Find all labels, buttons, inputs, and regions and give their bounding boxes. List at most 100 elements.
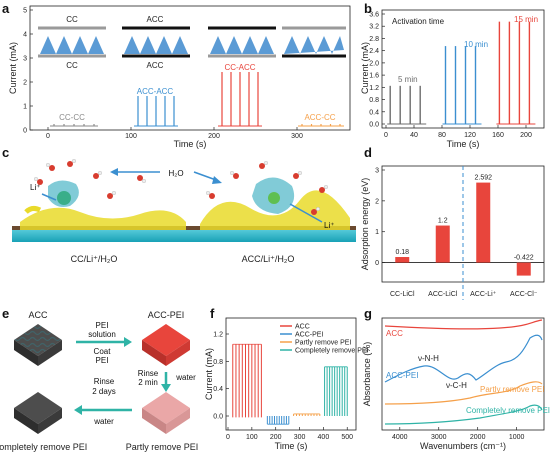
panel-e: ACC ACC-PEI (0, 310, 198, 452)
y-tick-label: 0.0 (213, 414, 223, 421)
pulse-traces (387, 21, 536, 125)
bar (395, 257, 410, 263)
y-tick-label: 0 (375, 260, 379, 267)
x-axis-label: Time (s) (174, 139, 207, 149)
panel-label-b: b (364, 1, 372, 16)
y-tick-label: 2 (375, 198, 379, 205)
label-acc-pei: ACC-PEI (148, 310, 185, 320)
y-tick-label: 0.0 (369, 122, 379, 129)
x-tick-label: 100 (125, 133, 137, 140)
x-axis-label: Time (s) (447, 139, 480, 149)
y-tick-label: 0.8 (213, 359, 223, 366)
step1-top2: solution (88, 330, 116, 339)
panel-label-g: g (364, 306, 372, 321)
panel-label-e: e (2, 306, 9, 321)
y-axis-label: Current (mA) (8, 42, 18, 94)
x-tick-label: 300 (294, 434, 306, 441)
x-ticks: 0 100 200 300 400 500 (226, 427, 353, 441)
y-axis-label: Current (mA) (204, 348, 214, 400)
schematic-cc-cc: CC CC (38, 15, 106, 70)
h2o-label: H₂O (168, 169, 183, 178)
panel-label-c: c (2, 145, 9, 160)
y-tick-label: 3 (375, 168, 379, 175)
y-tick-label: 1.6 (369, 73, 379, 80)
schematic-bottom-label: ACC (147, 61, 164, 70)
annotation-ch: ν-C-H (446, 381, 467, 390)
x-ticks: 0 100 200 300 (46, 127, 303, 140)
x-tick-label: 200 (520, 132, 532, 139)
y-ticks: 0.0 0.4 0.8 1.2 1.6 2.0 2.4 2.8 3.2 3.6 (369, 12, 385, 129)
step3-top2: 2 days (92, 387, 116, 396)
y-tick-label: 3.2 (369, 24, 379, 31)
category-label: ACC-Cl⁻ (510, 291, 538, 298)
panel-b: Current (mA) Time (s) Activation time 0.… (360, 9, 545, 149)
x-tick-label: 300 (291, 133, 303, 140)
y-tick-label: 2.8 (369, 36, 379, 43)
x-tick-label: 1000 (509, 434, 525, 441)
y-tick-label: 1.2 (369, 85, 379, 92)
y-tick-label: 5 (23, 8, 27, 15)
trace-label-cc-cc: CC-CC (59, 113, 85, 122)
x-tick-label: 500 (341, 434, 353, 441)
label-acc-model: ACC/Li⁺/H₂O (242, 254, 295, 264)
bar (476, 182, 491, 263)
step3-bottom: water (93, 417, 114, 426)
category-label: ACC-Li⁺ (470, 291, 497, 298)
curve-partly-remove (384, 381, 543, 405)
panel-label-a: a (2, 1, 10, 16)
curve-label-complete: Completely remove PEI (466, 406, 550, 415)
bar-value-label: -0.422 (514, 255, 534, 262)
schematic-bottom-label: CC (66, 61, 78, 70)
x-tick-label: 200 (208, 133, 220, 140)
x-tick-label: 40 (410, 132, 418, 139)
x-tick-label: 120 (464, 132, 476, 139)
x-tick-label: 100 (246, 434, 258, 441)
annotation-nh: ν-N-H (418, 354, 439, 363)
group-label-5min: 5 min (398, 75, 418, 84)
x-ticks: 4000 3000 2000 1000 (392, 427, 525, 441)
y-tick-label: 1.2 (213, 332, 223, 339)
x-tick-label: 200 (270, 434, 282, 441)
li-ion-label-left: Li⁺ (30, 183, 40, 192)
label-partly-remove: Partly remove PEI (126, 442, 199, 452)
curve-label-acc: ACC (386, 329, 403, 338)
y-tick-label: 1 (375, 229, 379, 236)
y-axis-label: Current (mA) (360, 42, 370, 94)
li-ion-label-right: Li⁺ (324, 221, 334, 230)
mesh-acc (14, 324, 62, 366)
panel-c: Li⁺ Li⁺ H₂O CC/Li⁺/H₂O ACC/Li⁺/H₂O (12, 159, 356, 264)
x-tick-label: 400 (318, 434, 330, 441)
panel-g: Absorbance (%) Wavenumbers (cm⁻¹) 4000 30… (362, 317, 550, 451)
x-axis-label: Time (s) (275, 441, 308, 451)
x-tick-label: 4000 (392, 434, 408, 441)
trace-label-acc-cc: ACC-CC (304, 113, 335, 122)
x-tick-label: 2000 (470, 434, 486, 441)
label-acc: ACC (28, 310, 48, 320)
schematic-top-label: ACC (147, 15, 164, 24)
y-tick-label: 3 (23, 56, 27, 63)
y-tick-label: 1 (23, 104, 27, 111)
curve-label-partly: Partly remove PEI (480, 385, 544, 394)
group-label-15min: 15 min (514, 15, 538, 24)
curve-acc (384, 319, 543, 330)
legend-label: ACC (295, 323, 310, 330)
y-tick-label: 4 (23, 32, 27, 39)
panel-d: Adsorption energy (eV) 0 1 2 3 0.18 CC-LiCl 1… (360, 165, 545, 300)
schematic-acc-acc: ACC ACC (122, 15, 190, 70)
y-axis-label: Absorbance (%) (362, 342, 372, 407)
y-tick-label: 0 (23, 128, 27, 135)
mesh-partly-remove (142, 392, 190, 434)
plot-frame (225, 317, 357, 431)
bar-value-label: 2.592 (474, 175, 492, 182)
bar-value-label: 0.18 (395, 249, 409, 256)
label-complete-remove: Completely remove PEI (0, 442, 87, 452)
panel-f: Current (mA) Time (s) 0.0 0.4 0.8 1.2 0 100 2… (204, 317, 369, 451)
x-tick-label: 80 (438, 132, 446, 139)
x-axis-label: Wavenumbers (cm⁻¹) (420, 441, 506, 451)
y-tick-label: 0.4 (213, 386, 223, 393)
y-ticks: 0 1 2 3 4 5 (23, 8, 33, 135)
trace-label-acc-acc: ACC-ACC (137, 87, 174, 96)
